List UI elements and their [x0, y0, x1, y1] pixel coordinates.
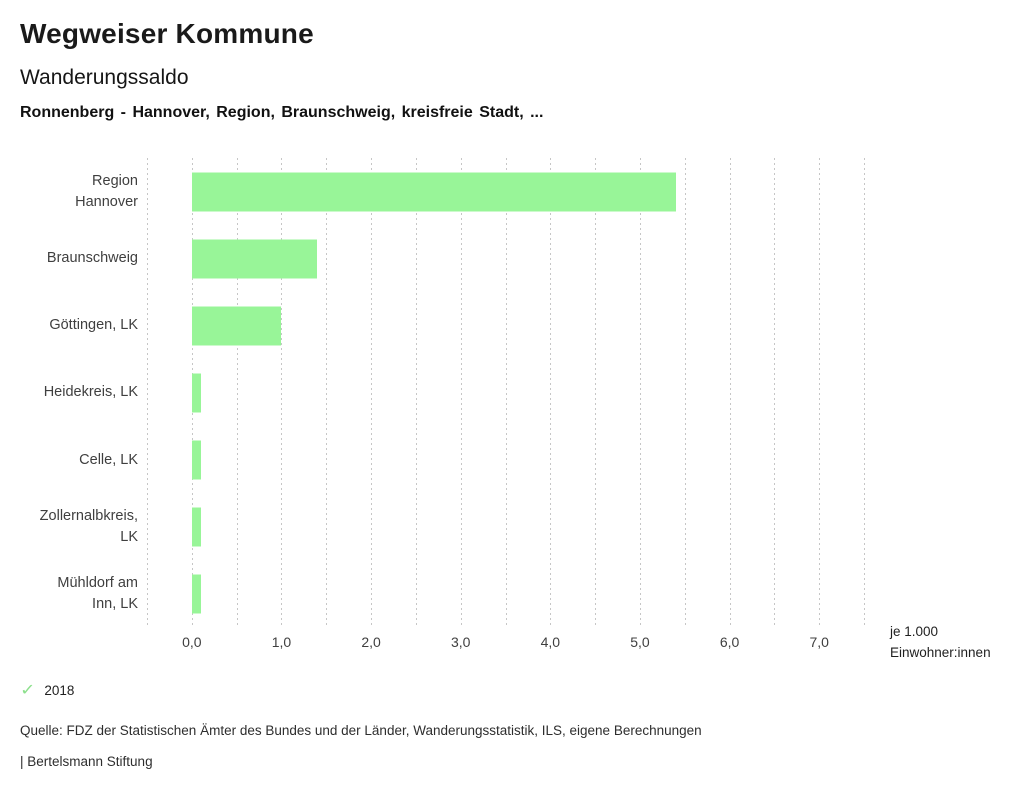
bar[interactable] [191, 440, 201, 480]
chart-context-line: Ronnenberg - Hannover, Region, Braunschw… [20, 104, 544, 121]
bar-row [147, 225, 864, 292]
source-line: Quelle: FDZ der Statistischen Ämter des … [20, 723, 702, 738]
gridline [505, 158, 507, 628]
category-label: Zollernalbkreis, LK [39, 508, 138, 546]
category-axis: Region Hannover Braunschweig Göttingen, LK H… [0, 158, 138, 628]
x-tick-label: 2,0 [361, 634, 381, 650]
gridline [371, 158, 373, 628]
bar-row [147, 359, 864, 426]
bar-row [147, 292, 864, 359]
gridline [415, 158, 417, 628]
bar[interactable] [191, 507, 201, 547]
legend-year-label: 2018 [44, 683, 75, 698]
gridline [774, 158, 776, 628]
category-label: Heidekreis, LK [43, 384, 138, 401]
x-tick-label: 0,0 [182, 634, 202, 650]
bar-row [147, 158, 864, 225]
category-label: Mühldorf am Inn, LK [57, 575, 138, 613]
bar[interactable] [191, 172, 676, 212]
x-tick-label: 6,0 [719, 634, 740, 650]
attribution-line: | Bertelsmann Stiftung [20, 754, 153, 769]
x-axis: 0,0 1,0 2,0 3,0 4,0 5,0 6,0 7,0 [147, 634, 864, 652]
category-label: Göttingen, LK [49, 317, 138, 334]
gridline [639, 158, 641, 628]
bar[interactable] [191, 239, 318, 279]
gridline [684, 158, 686, 628]
category-label: Celle, LK [79, 451, 138, 468]
check-icon: ✓ [19, 681, 36, 699]
bar-rows [147, 158, 864, 628]
bar[interactable] [191, 373, 201, 413]
x-tick-label: 5,0 [630, 634, 650, 650]
plot-area [147, 158, 865, 628]
gridline [236, 158, 238, 628]
category-label: Braunschweig [46, 250, 138, 267]
legend-item-2018[interactable]: ✓ 2018 [19, 681, 75, 699]
gridline [595, 158, 597, 628]
gridline [326, 158, 328, 628]
axis-unit-label: je 1.000 Einwohner:innen [890, 622, 991, 663]
chart-title: Wanderungssaldo [20, 66, 189, 89]
gridline [460, 158, 462, 628]
x-tick-label: 3,0 [450, 634, 471, 650]
x-tick-label: 7,0 [809, 634, 829, 650]
gridline [819, 158, 821, 628]
category-label: Region Hannover [75, 172, 138, 210]
axis-unit-line1: je 1.000 [890, 624, 939, 639]
x-tick-label: 4,0 [540, 634, 561, 650]
gridline [147, 158, 148, 628]
axis-unit-line2: Einwohner:innen [890, 644, 991, 660]
page-title: Wegweiser Kommune [20, 18, 314, 49]
gridline [281, 158, 283, 628]
x-tick-label: 1,0 [271, 634, 292, 650]
bar[interactable] [191, 574, 201, 614]
gridline [550, 158, 552, 628]
bar[interactable] [191, 306, 282, 346]
gridline [864, 158, 865, 628]
gridline [729, 158, 731, 628]
bar-row [147, 494, 864, 561]
bar-row [147, 561, 864, 628]
bar-row [147, 427, 864, 494]
